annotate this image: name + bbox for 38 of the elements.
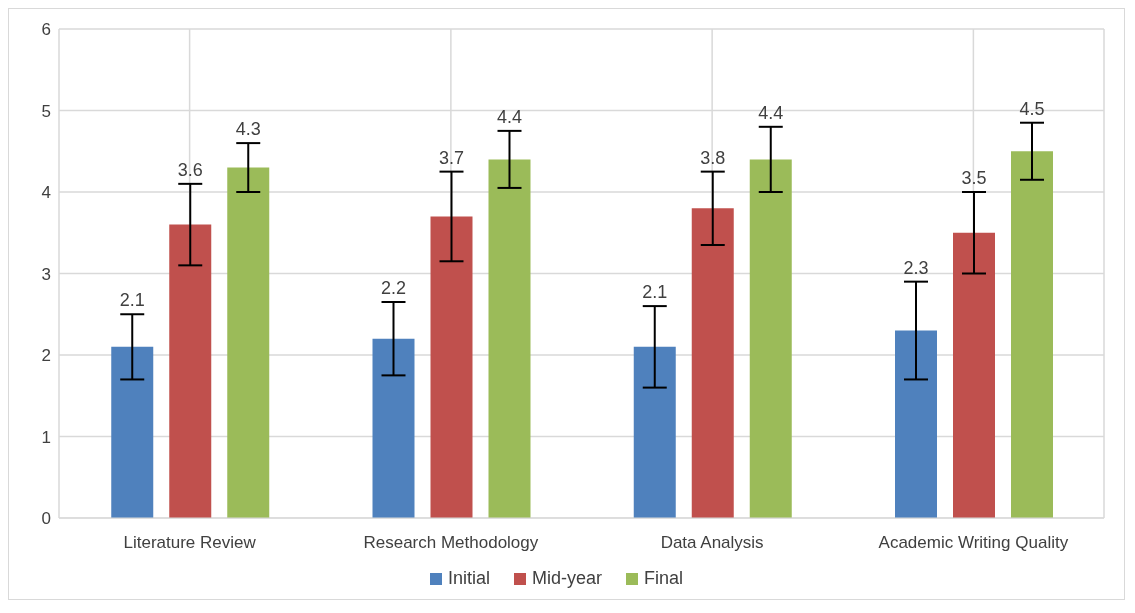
data-label: 2.2 (380, 278, 407, 299)
bar (749, 159, 792, 518)
data-label: 2.1 (642, 282, 668, 303)
legend-label: Initial (446, 568, 490, 589)
y-tick-label: 2 (41, 346, 51, 366)
y-tick-label: 4 (41, 183, 51, 203)
x-tick-label: Academic Writing Quality (878, 533, 1069, 553)
y-tick-label: 0 (41, 509, 51, 529)
data-label: 4.4 (496, 106, 523, 127)
x-tick-label: Research Methodology (363, 533, 539, 553)
data-label: 4.5 (1019, 98, 1045, 119)
bar (1011, 151, 1053, 518)
bar (169, 224, 212, 518)
bar (488, 159, 531, 518)
bar (691, 208, 734, 518)
data-label: 2.1 (119, 290, 145, 311)
data-label: 3.8 (700, 147, 726, 168)
bar (430, 216, 473, 518)
data-label: 3.5 (961, 168, 987, 188)
y-tick-label: 3 (41, 264, 51, 284)
bar (227, 167, 270, 518)
bar (633, 346, 676, 518)
x-tick-label: Literature Review (123, 533, 257, 553)
data-label: 3.7 (438, 147, 465, 168)
bar (372, 338, 415, 518)
legend-label: Final (643, 568, 684, 589)
bar (111, 346, 154, 518)
legend-label: Mid-year (531, 568, 603, 589)
data-label: 4.3 (235, 119, 261, 140)
x-tick-label: Data Analysis (660, 533, 764, 553)
data-label: 3.6 (177, 159, 203, 180)
y-tick-label: 5 (41, 101, 51, 121)
data-label: 2.3 (903, 257, 929, 278)
bar (895, 330, 937, 518)
y-tick-label: 6 (41, 20, 51, 40)
data-label: 4.4 (758, 102, 784, 123)
bar (953, 232, 995, 518)
y-tick-label: 1 (41, 427, 51, 447)
